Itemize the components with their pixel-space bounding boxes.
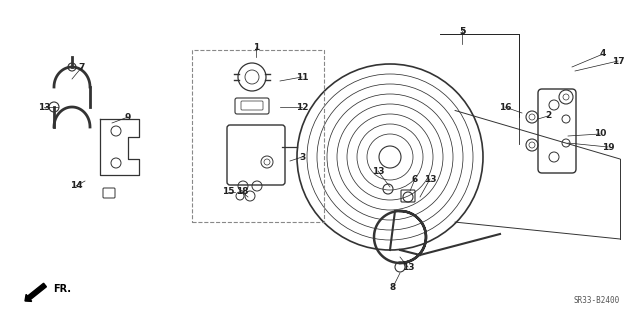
Text: 13: 13 (372, 167, 384, 175)
Text: 11: 11 (296, 72, 308, 81)
Text: 5: 5 (459, 26, 465, 35)
Text: 2: 2 (545, 112, 551, 121)
Text: 13: 13 (38, 102, 51, 112)
Text: 16: 16 (499, 102, 511, 112)
Text: 13: 13 (424, 174, 436, 183)
Text: 7: 7 (79, 63, 85, 71)
Text: 19: 19 (602, 143, 614, 152)
Text: 15: 15 (221, 188, 234, 197)
Text: 14: 14 (70, 182, 83, 190)
Text: 5: 5 (459, 26, 465, 35)
Text: SR33-B2400: SR33-B2400 (573, 296, 620, 305)
FancyArrow shape (25, 283, 47, 301)
Text: 4: 4 (600, 49, 606, 58)
Text: 17: 17 (612, 56, 624, 65)
Text: 3: 3 (299, 152, 305, 161)
Text: 12: 12 (296, 102, 308, 112)
Text: 6: 6 (412, 174, 418, 183)
Text: 8: 8 (390, 283, 396, 292)
Text: 10: 10 (594, 130, 606, 138)
Text: 18: 18 (236, 188, 248, 197)
Text: 13: 13 (402, 263, 414, 271)
Text: FR.: FR. (53, 284, 71, 294)
Text: 9: 9 (125, 113, 131, 122)
Text: 1: 1 (253, 42, 259, 51)
